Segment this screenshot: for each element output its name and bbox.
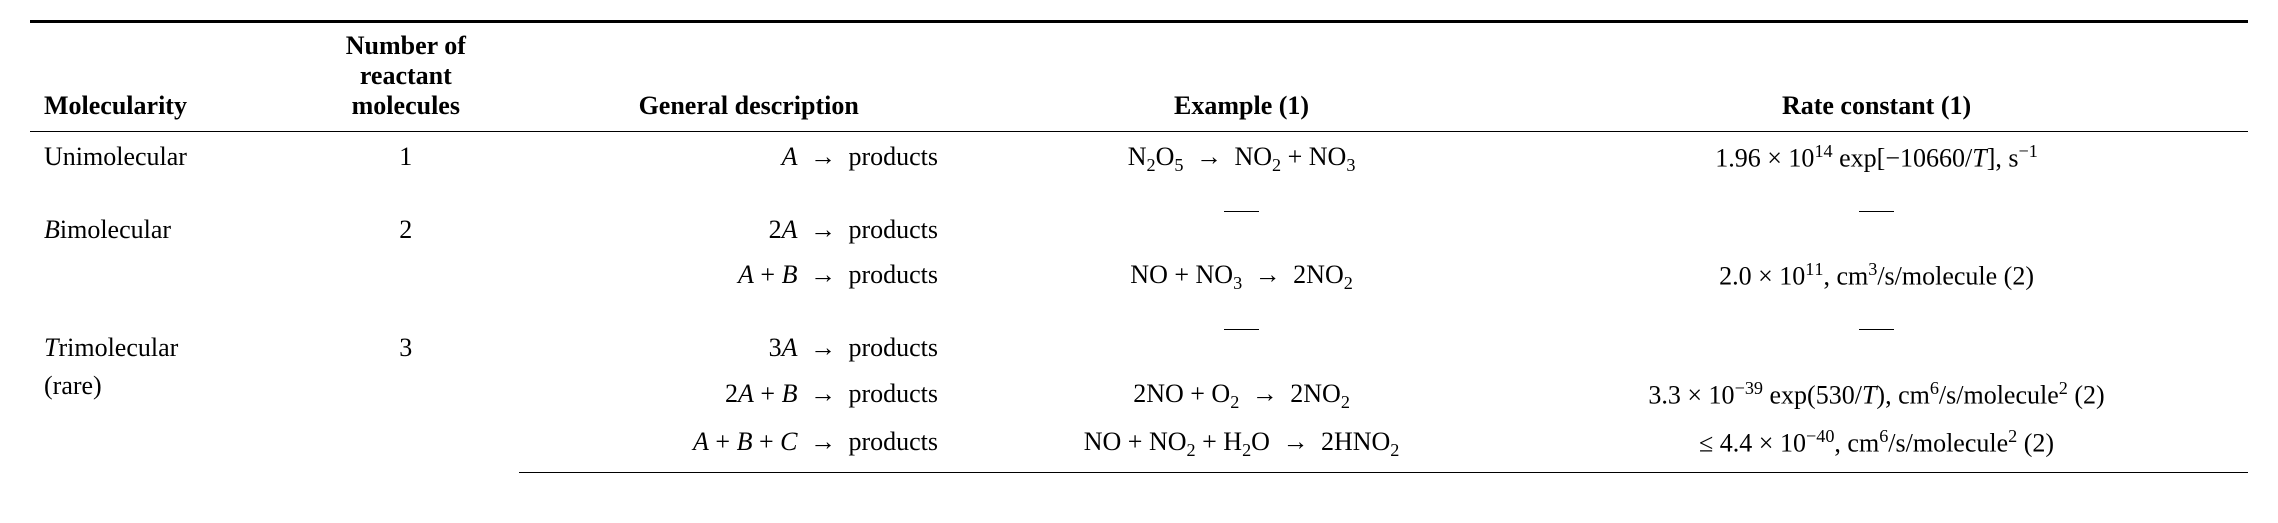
cell-molecularity: Bimolecular [30, 205, 292, 323]
cell-rate: ≤ 4.4 × 10−40, cm6/s/molecule2 (2) [1505, 417, 2248, 472]
cell-num: 2 [292, 205, 519, 323]
header-row: Molecularity Number ofreactantmolecules … [30, 22, 2248, 132]
cell-desc: A → products [519, 132, 978, 205]
cell-rate: 2.0 × 1011, cm3/s/molecule (2) [1505, 250, 2248, 323]
cell-example: 2NO + O2 → 2NO2 [978, 369, 1505, 418]
cell-rate [1505, 205, 2248, 251]
cell-example: NO + NO2 + H2O → 2HNO2 [978, 417, 1505, 472]
cell-num: 3 [292, 323, 519, 472]
cell-molecularity: Trimolecular(rare) [30, 323, 292, 472]
cell-example: N2O5 → NO2 + NO3 [978, 132, 1505, 205]
cell-desc: A + B + C → products [519, 417, 978, 472]
cell-example [978, 323, 1505, 369]
cell-example: NO + NO3 → 2NO2 [978, 250, 1505, 323]
molecularity-table: Molecularity Number ofreactantmolecules … [30, 20, 2248, 473]
cell-num: 1 [292, 132, 519, 205]
cell-rate [1505, 323, 2248, 369]
cell-desc: 2A → products [519, 205, 978, 251]
table-row: Unimolecular 1 A → products N2O5 → NO2 +… [30, 132, 2248, 205]
table-row: Trimolecular(rare) 3 3A → products [30, 323, 2248, 369]
cell-molecularity: Unimolecular [30, 132, 292, 205]
cell-rate: 1.96 × 1014 exp[−10660/T], s−1 [1505, 132, 2248, 205]
header-example: Example (1) [978, 22, 1505, 132]
header-molecularity: Molecularity [30, 22, 292, 132]
cell-example [978, 205, 1505, 251]
cell-desc: 2A + B → products [519, 369, 978, 418]
cell-desc: 3A → products [519, 323, 978, 369]
header-rate-constant: Rate constant (1) [1505, 22, 2248, 132]
table-row: Bimolecular 2 2A → products [30, 205, 2248, 251]
cell-rate: 3.3 × 10−39 exp(530/T), cm6/s/molecule2 … [1505, 369, 2248, 418]
cell-desc: A + B → products [519, 250, 978, 323]
header-num-reactants: Number ofreactantmolecules [292, 22, 519, 132]
header-general-description: General description [519, 22, 978, 132]
